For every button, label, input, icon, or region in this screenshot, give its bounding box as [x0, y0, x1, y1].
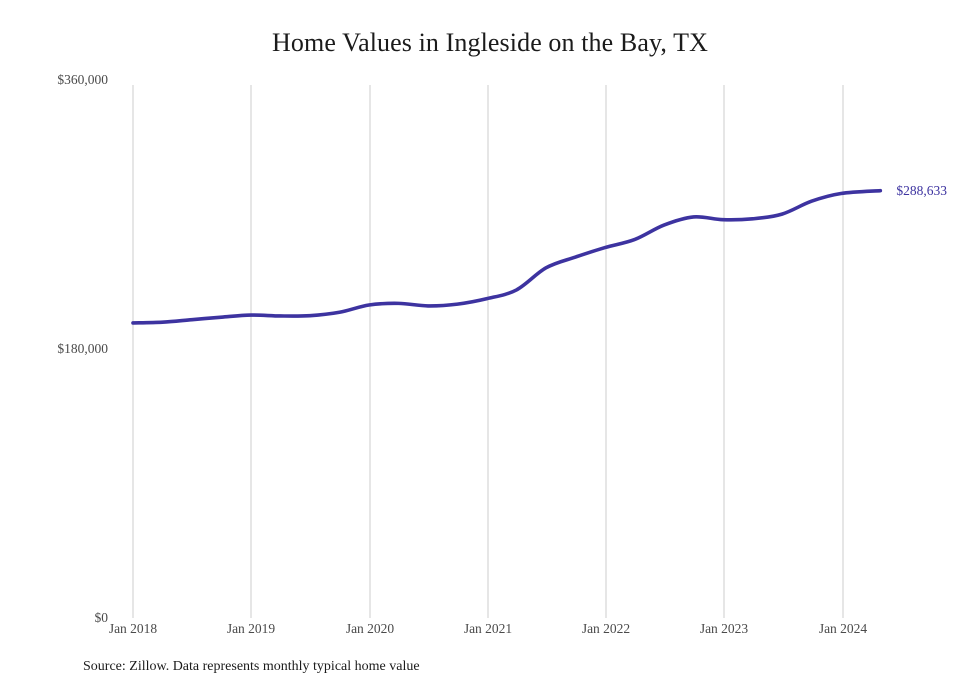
- chart-footnote: Source: Zillow. Data represents monthly …: [83, 659, 420, 674]
- x-tick-label: Jan 2019: [226, 621, 276, 636]
- chart-line-series: [131, 188, 883, 325]
- y-tick-label: $0: [94, 610, 109, 625]
- y-axis-labels: $360,000 $180,000 $0: [0, 0, 108, 699]
- x-tick-label: Jan 2020: [345, 621, 395, 636]
- x-tick-label: Jan 2022: [581, 621, 631, 636]
- x-axis-labels: Jan 2018 Jan 2019 Jan 2020 Jan 2021 Jan …: [0, 621, 980, 645]
- chart-title: Home Values in Ingleside on the Bay, TX: [272, 28, 708, 57]
- chart-plot-svg: [131, 85, 883, 618]
- x-tick-label: Jan 2021: [463, 621, 513, 636]
- end-value-annotation: $288,633: [896, 182, 947, 198]
- y-tick-label: $360,000: [57, 72, 108, 87]
- x-tick-label: Jan 2023: [699, 621, 749, 636]
- x-tick-label: Jan 2018: [108, 621, 158, 636]
- chart-gridlines: [132, 85, 844, 618]
- x-tick-label: Jan 2024: [818, 621, 868, 636]
- plot-area: [113, 85, 903, 618]
- y-tick-label: $180,000: [57, 341, 108, 356]
